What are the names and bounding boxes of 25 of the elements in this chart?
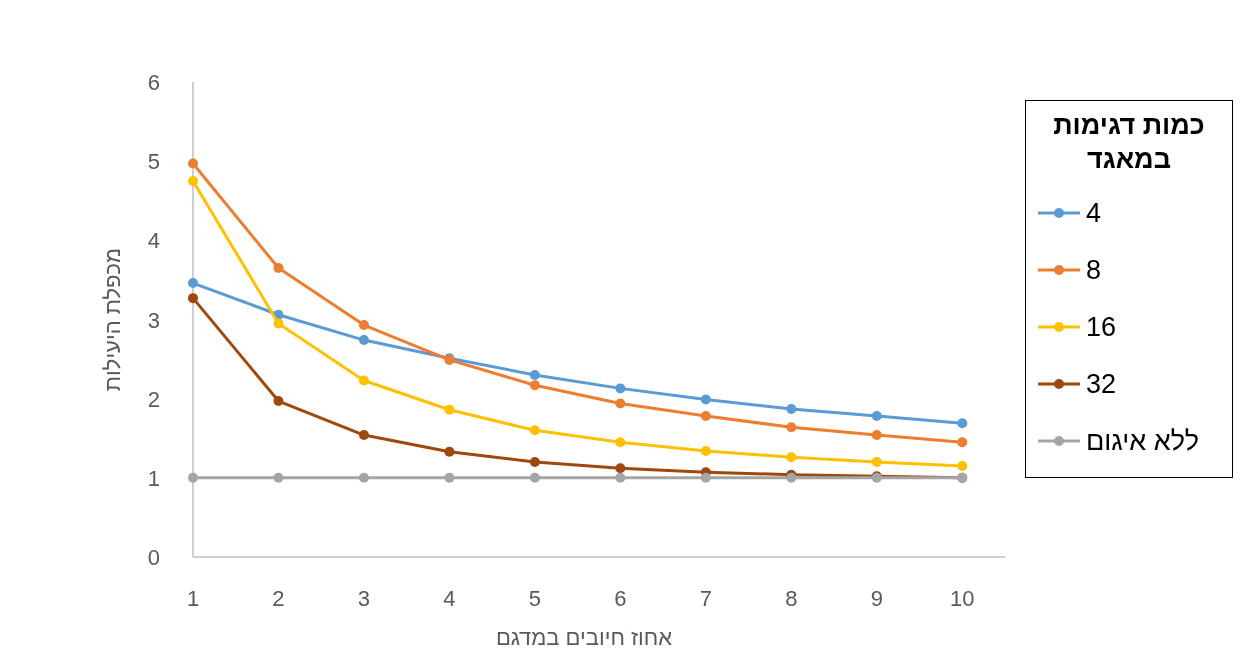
x-tick-label: 1 xyxy=(186,586,200,611)
x-tick-label: 7 xyxy=(699,586,712,611)
x-tick-label: 3 xyxy=(357,586,371,611)
x-tick-label: 6 xyxy=(614,586,627,611)
x-tick-label: 10 xyxy=(950,586,975,611)
y-tick-label: 2 xyxy=(147,386,160,412)
x-axis-title: אחוז חיובים במדגם xyxy=(495,625,673,650)
y-tick-label: 1 xyxy=(147,465,160,491)
legend-label: 4 xyxy=(1086,197,1102,229)
legend-label: 32 xyxy=(1086,368,1117,400)
legend-label: 8 xyxy=(1086,254,1102,286)
x-tick-label: 4 xyxy=(443,586,456,611)
legend-label: ללא איגום xyxy=(1086,425,1199,457)
x-tick-label: 9 xyxy=(870,586,883,611)
y-tick-label: 3 xyxy=(147,307,160,333)
y-axis-title: מכפלת היעילות xyxy=(100,247,125,392)
legend-label: 16 xyxy=(1086,311,1117,343)
y-tick-label: 4 xyxy=(147,228,160,254)
x-tick-label: 2 xyxy=(272,586,285,611)
legend-title: כמות דגימות במאגד xyxy=(1052,109,1206,176)
y-tick-label: 5 xyxy=(147,149,160,175)
y-tick-label: 6 xyxy=(147,70,160,95)
x-tick-label: 8 xyxy=(785,586,798,611)
y-tick-label: 0 xyxy=(147,545,160,570)
x-tick-label: 5 xyxy=(528,586,542,611)
